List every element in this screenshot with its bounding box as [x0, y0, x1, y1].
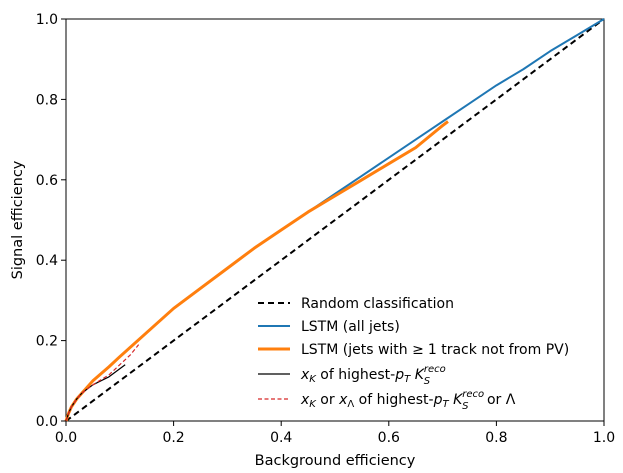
legend-lstm-track-suffix: 1 track not from PV) [428, 342, 569, 358]
legend-xk-sub-t: T [404, 374, 411, 385]
legend-xl-x2: x [338, 392, 348, 408]
legend-xl-sub-s: S [462, 401, 469, 412]
legend: Random classification LSTM (all jets) LS… [248, 288, 600, 416]
x-axis-ticks: 0.0 0.2 0.4 0.6 0.8 1.0 [55, 421, 615, 446]
legend-xl-mid: of highest- [354, 392, 433, 408]
y-axis-ticks: 0.0 0.2 0.4 0.6 0.8 1.0 [36, 12, 66, 430]
x-tick-label: 0.8 [485, 430, 507, 446]
y-tick-label: 1.0 [36, 12, 58, 28]
x-tick-label: 0.4 [270, 430, 292, 446]
legend-xl-end: or Λ [483, 392, 516, 408]
legend-label-lstm-track: LSTM (jets with ≥1 track not from PV) [301, 342, 569, 358]
legend-label-xk: xK of highest-pT Kreco S [300, 364, 446, 387]
legend-xk-p: p [394, 367, 404, 383]
legend-xl-k: K [453, 392, 464, 408]
y-tick-label: 0.4 [36, 253, 58, 269]
y-axis-label: Signal efficiency [10, 160, 26, 279]
legend-xl-x: x [300, 392, 310, 408]
legend-frame [248, 288, 600, 416]
legend-lstm-track-ge: ≥ [412, 342, 424, 358]
series-xk-lambda-line [65, 344, 140, 422]
legend-xk-mid: of highest- [316, 367, 395, 383]
legend-xl-sup-reco: reco [462, 389, 484, 400]
x-tick-label: 0.2 [162, 430, 184, 446]
plot-area [65, 18, 605, 422]
legend-xk-k: K [415, 367, 426, 383]
legend-xl-or: or [316, 392, 339, 408]
legend-xl-p: p [433, 392, 443, 408]
x-tick-label: 0.0 [55, 430, 77, 446]
legend-label-lstm-all: LSTM (all jets) [301, 319, 400, 335]
y-tick-label: 0.0 [36, 414, 58, 430]
y-tick-label: 0.6 [36, 173, 58, 189]
legend-xl-sub-t: T [443, 399, 450, 410]
x-tick-label: 0.6 [378, 430, 400, 446]
series-layer [64, 18, 605, 422]
legend-xl-sub-lambda: Λ [347, 399, 354, 410]
y-tick-label: 0.2 [36, 334, 58, 350]
legend-xk-sup-reco: reco [424, 364, 446, 375]
legend-xk-sub-k: K [309, 374, 317, 385]
legend-xl-sub-k: K [309, 399, 317, 410]
legend-xk-x: x [300, 367, 310, 383]
x-axis-label: Background efficiency [255, 453, 416, 469]
legend-lstm-track-prefix: LSTM (jets with [301, 342, 412, 358]
series-random-line [65, 18, 605, 422]
x-tick-label: 1.0 [593, 430, 615, 446]
legend-xk-sub-s: S [424, 376, 431, 387]
legend-label-xk-lambda: xK or xΛ of highest-pT Kreco S or Λ [300, 389, 516, 412]
y-tick-label: 0.8 [36, 92, 58, 108]
legend-label-random: Random classification [301, 296, 454, 312]
